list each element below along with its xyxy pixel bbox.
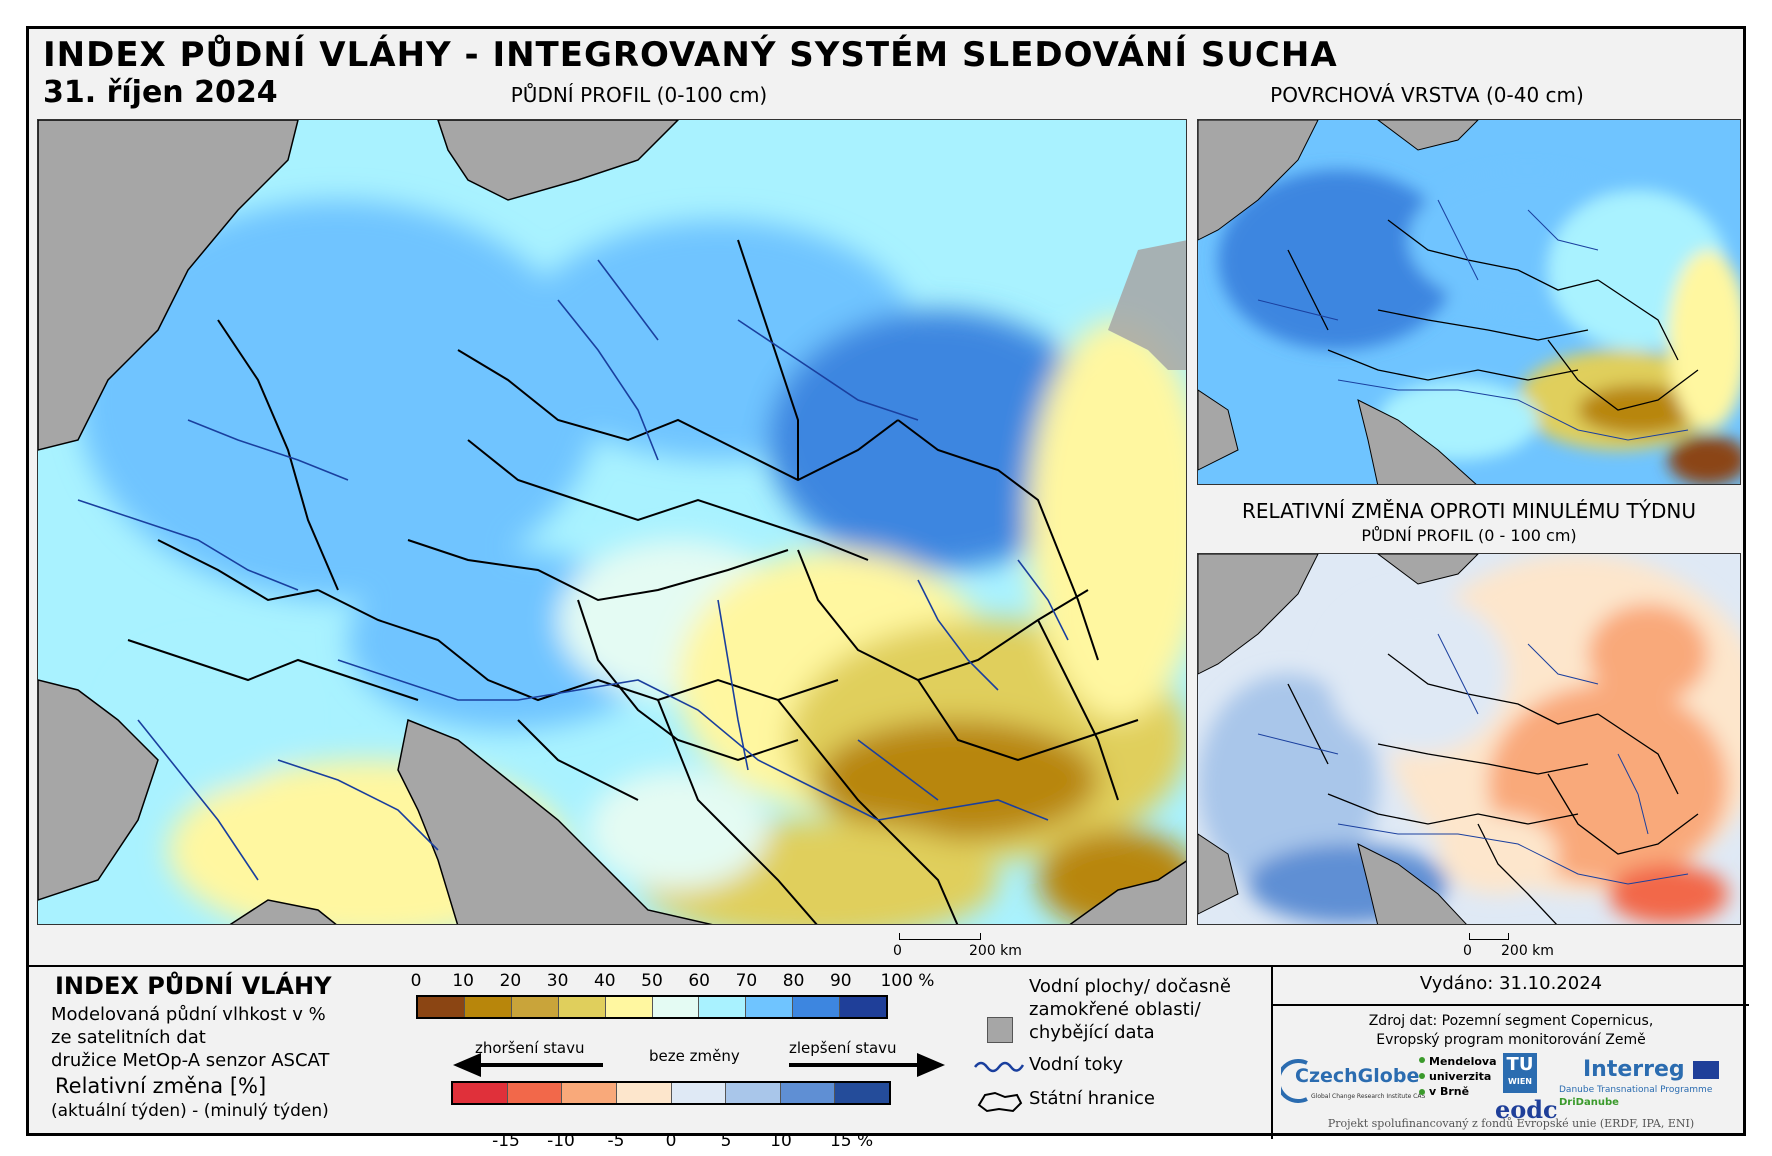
- change-swatch-5: [725, 1083, 780, 1103]
- worse-arrow: zhoršení stavu: [453, 1039, 603, 1077]
- main-scale-bar: 0 200 km: [891, 931, 1051, 965]
- right-scale-zero: 0: [1463, 943, 1472, 959]
- border-symbol-icon: [977, 1091, 1023, 1113]
- change-swatch-1: [506, 1083, 562, 1103]
- change-map-title: RELATIVNÍ ZMĚNA OPROTI MINULÉMU TÝDNU: [1241, 499, 1696, 523]
- scale-tick: 30: [546, 971, 569, 991]
- river-symbol-icon: [974, 1061, 1025, 1073]
- project-note: Projekt spolufinancovaný z fondů Evropsk…: [1327, 1117, 1695, 1130]
- legend-desc-2: ze satelitních dat: [51, 1027, 206, 1048]
- moisture-swatch-4: [604, 997, 652, 1017]
- scale-tick: 70: [735, 971, 758, 991]
- interreg-logo: Interreg Danube Transnational Programme …: [1559, 1057, 1745, 1113]
- scale-tick: 80: [782, 971, 805, 991]
- figure-title: INDEX PŮDNÍ VLÁHY - INTEGROVANÝ SYSTÉM S…: [43, 35, 1338, 75]
- issued-date: Vydáno: 31.10.2024: [1419, 973, 1603, 994]
- moisture-swatch-3: [557, 997, 605, 1017]
- change-map-subtitle: PŮDNÍ PROFIL (0 - 100 cm): [1361, 526, 1577, 545]
- mendelu-logo: Mendelova univerzita v Brně: [1419, 1055, 1499, 1113]
- moisture-swatch-0: [418, 997, 464, 1017]
- data-source-1: Zdroj dat: Pozemní segment Copernicus,: [1368, 1013, 1654, 1029]
- scale-tick: 0: [410, 971, 422, 991]
- main-map-title: PŮDNÍ PROFIL (0-100 cm): [510, 83, 768, 107]
- main-scale-end: 200 km: [969, 943, 1022, 959]
- scale-tick: 10: [770, 1131, 792, 1151]
- surface-map-title: POVRCHOVÁ VRSTVA (0-40 cm): [1270, 83, 1584, 107]
- scale-tick: 100 %: [880, 971, 935, 991]
- issued-divider: [1273, 1004, 1749, 1006]
- right-scale-end: 200 km: [1501, 943, 1554, 959]
- moisture-swatch-9: [839, 997, 887, 1017]
- scale-tick: 0: [665, 1131, 677, 1151]
- moisture-swatch-6: [698, 997, 746, 1017]
- right-scale-bar: 0 200 km: [1461, 931, 1601, 965]
- change-scale-ticks: -15 -10 -5 0 5 10 15 %: [451, 1131, 891, 1153]
- relative-change-map: [1197, 553, 1741, 925]
- eu-flag-icon: [1693, 1061, 1719, 1079]
- moisture-swatch-1: [463, 997, 511, 1017]
- moisture-swatch-2: [510, 997, 558, 1017]
- czechglobe-logo: CzechGlobe Global Change Research Instit…: [1281, 1059, 1425, 1109]
- change-swatch-0: [453, 1083, 507, 1103]
- relative-change-heading: Relativní změna [%]: [55, 1074, 267, 1098]
- scale-tick: 10: [452, 971, 475, 991]
- eodc-logo: eodc: [1495, 1095, 1558, 1124]
- water-bodies-label-2: zamokřené oblasti/: [1029, 999, 1201, 1020]
- no-change-label: beze změny: [649, 1047, 740, 1065]
- rivers-label: Vodní toky: [1029, 1054, 1123, 1075]
- surface-layer-map: [1197, 119, 1741, 485]
- footer-divider: [1271, 965, 1273, 1139]
- scale-tick: 60: [688, 971, 711, 991]
- moisture-swatch-7: [745, 997, 793, 1017]
- water-bodies-label-1: Vodní plochy/ dočasně: [1029, 976, 1231, 997]
- legend-heading: INDEX PŮDNÍ VLÁHY: [55, 972, 332, 1000]
- borders-label: Státní hranice: [1029, 1088, 1155, 1109]
- figure-date: 31. říjen 2024: [43, 75, 278, 110]
- tu-wien-logo: TU WIEN: [1503, 1053, 1537, 1093]
- legend-desc-1: Modelovaná půdní vlhkost v %: [51, 1004, 326, 1025]
- scale-tick: -10: [547, 1131, 575, 1151]
- moisture-scale-ticks: 0 10 20 30 40 50 60 70 80 90 100 %: [411, 971, 935, 993]
- legend-desc-3: družice MetOp-A senzor ASCAT: [51, 1050, 330, 1071]
- legend-divider: [29, 965, 1743, 967]
- scale-tick: -15: [492, 1131, 520, 1151]
- figure-frame: INDEX PŮDNÍ VLÁHY - INTEGROVANÝ SYSTÉM S…: [26, 26, 1749, 1151]
- water-bodies-swatch: [987, 1017, 1013, 1043]
- change-swatch-2: [561, 1083, 616, 1103]
- moisture-swatch-8: [792, 997, 840, 1017]
- change-swatch-3: [615, 1083, 671, 1103]
- relative-change-desc: (aktuální týden) - (minulý týden): [51, 1101, 329, 1121]
- better-label: zlepšení stavu: [789, 1039, 897, 1057]
- change-swatch-7: [834, 1083, 889, 1103]
- scale-tick: 40: [593, 971, 616, 991]
- scale-tick: -5: [607, 1131, 625, 1151]
- worse-label: zhoršení stavu: [475, 1039, 585, 1057]
- change-swatch-4: [670, 1083, 726, 1103]
- change-color-bar: [451, 1081, 891, 1105]
- scale-tick: 90: [829, 971, 852, 991]
- data-source-2: Evropský program monitorování Země: [1376, 1032, 1646, 1048]
- scale-tick: 5: [720, 1131, 732, 1151]
- main-scale-zero: 0: [893, 943, 902, 959]
- scale-tick: 50: [641, 971, 663, 991]
- moisture-color-bar: [416, 995, 888, 1019]
- better-arrow: zlepšení stavu: [789, 1039, 945, 1077]
- water-bodies-label-3: chybějící data: [1029, 1022, 1155, 1043]
- scale-tick: 15 %: [829, 1131, 874, 1151]
- main-soil-moisture-map: [37, 119, 1187, 925]
- scale-tick: 20: [499, 971, 522, 991]
- change-swatch-6: [779, 1083, 835, 1103]
- moisture-swatch-5: [651, 997, 699, 1017]
